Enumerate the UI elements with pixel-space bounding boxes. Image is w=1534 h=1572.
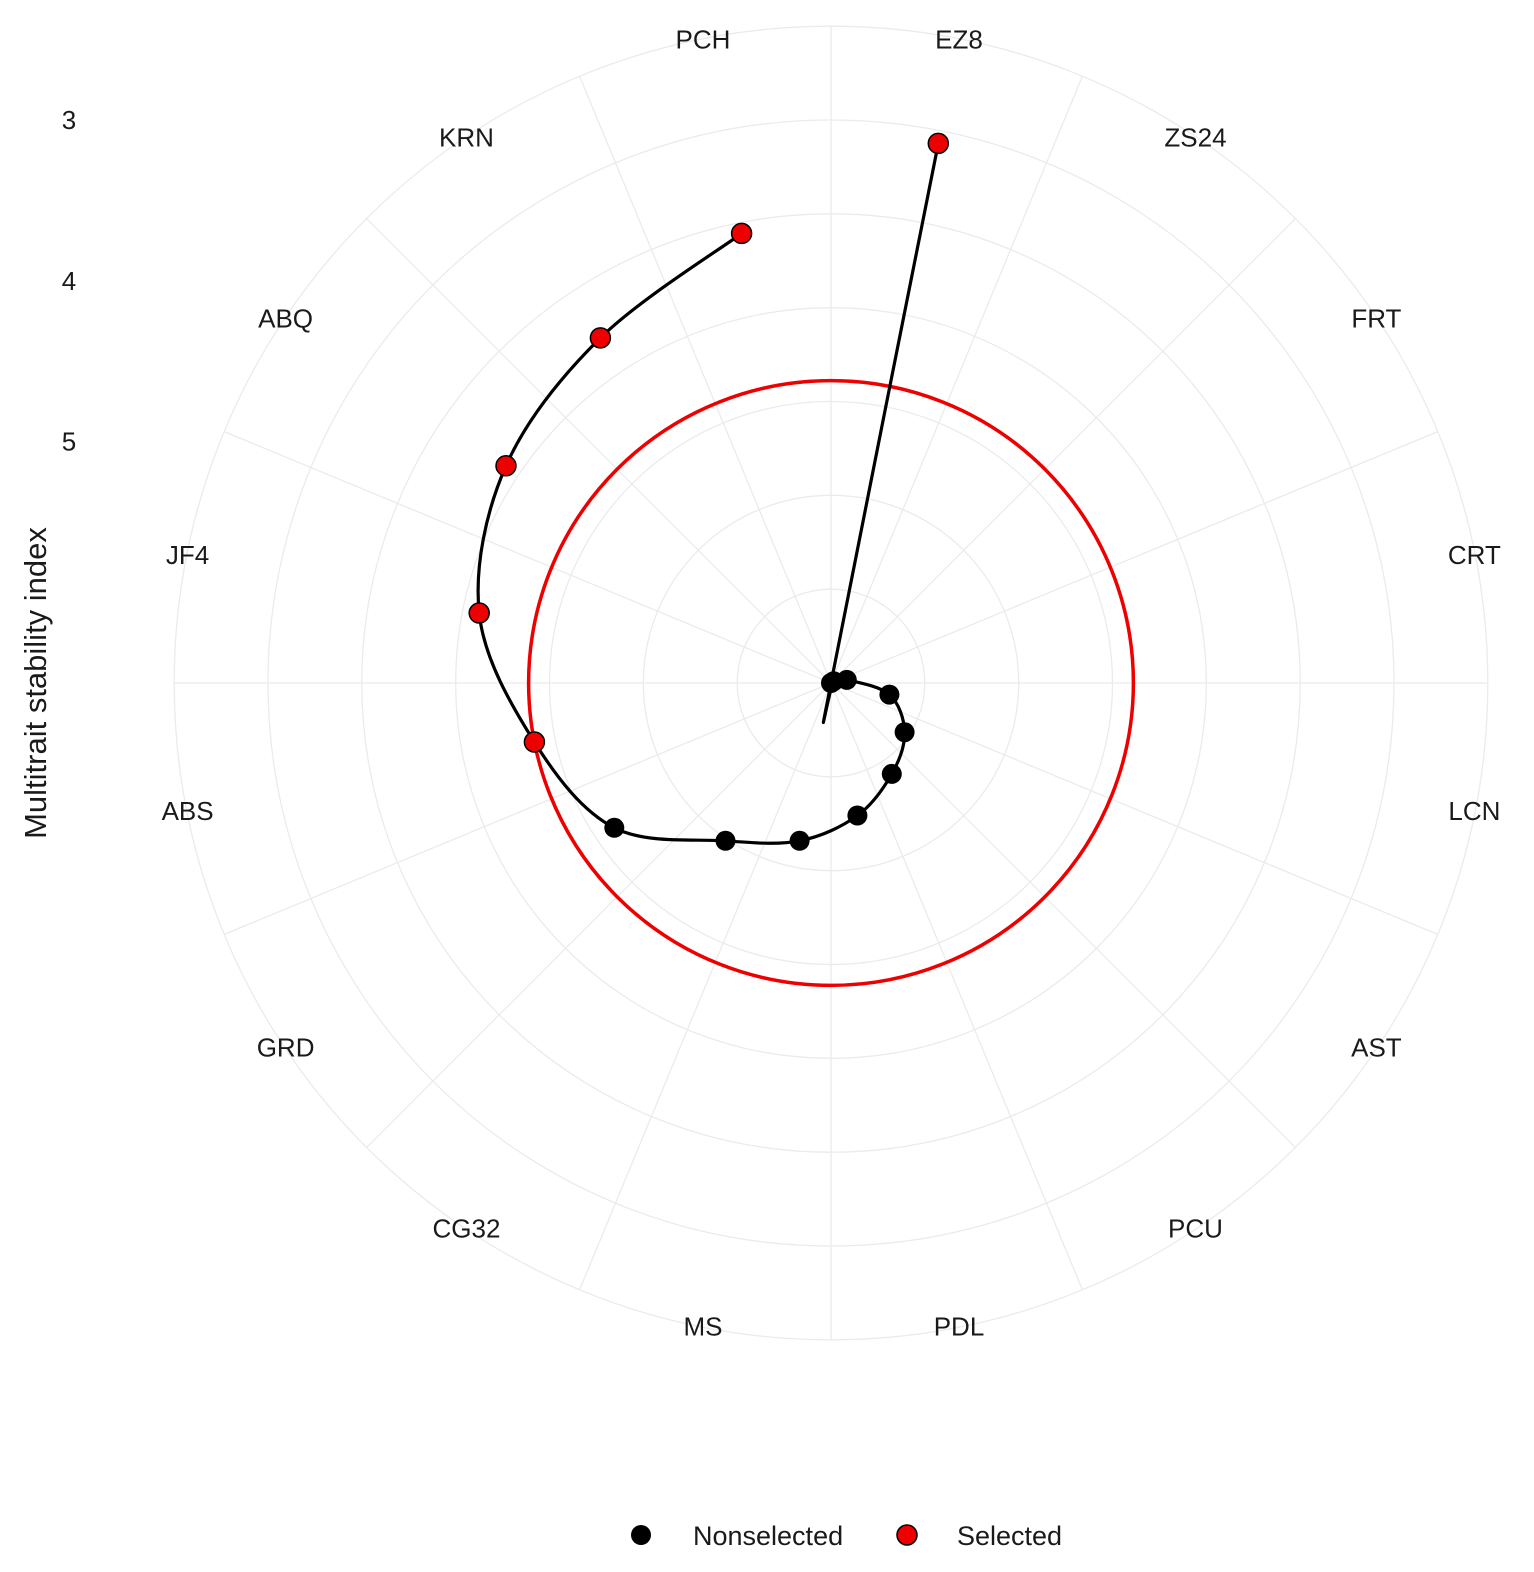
category-label-grd: GRD — [257, 1033, 315, 1063]
category-label-pcu: PCU — [1168, 1213, 1223, 1243]
threshold-layer — [526, 378, 1136, 988]
category-labels: EZ8 ZS24 FRT CRT LCN AST PCU PDL MS CG32 GRD ABS JF4… — [162, 25, 1501, 1342]
data-point-crt — [836, 669, 857, 690]
legend-label-selected: Selected — [957, 1521, 1062, 1551]
category-label-cg32: CG32 — [433, 1213, 501, 1243]
tick-label: 5 — [62, 427, 76, 457]
tick-label: 3 — [62, 105, 76, 135]
grid-spoke — [830, 75, 1084, 684]
grid-spoke — [830, 430, 1439, 684]
data-point-pdl — [847, 805, 868, 826]
grid-spoke — [830, 218, 1296, 684]
data-point-grd — [604, 817, 625, 838]
category-label-frt: FRT — [1351, 304, 1401, 334]
grid-spoke — [830, 682, 1084, 1291]
tick-label: 4 — [62, 266, 76, 296]
legend-label-nonselected: Nonselected — [693, 1521, 843, 1551]
data-point-ez8 — [927, 132, 950, 155]
points-layer — [468, 132, 950, 851]
grid-spoke — [830, 682, 1439, 936]
y-axis-title: Multitrait stability index — [18, 527, 53, 839]
grid-spoke — [366, 682, 832, 1148]
category-label-jf4: JF4 — [166, 540, 209, 570]
grid-spoke — [223, 682, 832, 936]
grid-spoke — [223, 430, 832, 684]
curve-layer — [476, 143, 940, 845]
threshold-circle — [526, 378, 1136, 988]
data-point-ast — [894, 722, 915, 743]
legend-key-nonselected — [631, 1525, 651, 1545]
data-point-abs — [523, 731, 546, 753]
category-label-ms: MS — [684, 1311, 723, 1341]
grid-spoke — [578, 75, 832, 684]
data-point-jf4 — [468, 602, 490, 624]
data-point-pcu — [881, 763, 902, 784]
category-label-pch: PCH — [676, 25, 731, 55]
category-label-krn: KRN — [439, 123, 494, 153]
tick-labels: 3 4 5 — [62, 105, 76, 457]
stability-curve — [476, 143, 940, 845]
category-label-abs: ABS — [162, 796, 214, 826]
category-label-crt: CRT — [1448, 540, 1501, 570]
category-label-abq: ABQ — [258, 304, 313, 334]
grid-spoke — [366, 218, 832, 684]
data-point-abq — [495, 455, 517, 477]
category-label-pdl: PDL — [934, 1311, 985, 1341]
grid-spoke — [578, 682, 832, 1291]
data-point-ms — [789, 830, 810, 851]
legend-key-selected — [896, 1524, 918, 1546]
category-label-ez8: EZ8 — [935, 25, 983, 55]
category-label-zs24: ZS24 — [1164, 123, 1226, 153]
radial-grid — [173, 25, 1489, 1341]
data-point-lcn — [879, 684, 900, 705]
category-label-lcn: LCN — [1448, 796, 1500, 826]
grid-spoke — [830, 682, 1296, 1148]
category-label-ast: AST — [1351, 1033, 1402, 1063]
data-point-pch — [730, 222, 753, 245]
data-point-krn — [589, 327, 612, 349]
data-point-cg32 — [715, 830, 736, 851]
legend: Nonselected Selected — [631, 1521, 1062, 1551]
